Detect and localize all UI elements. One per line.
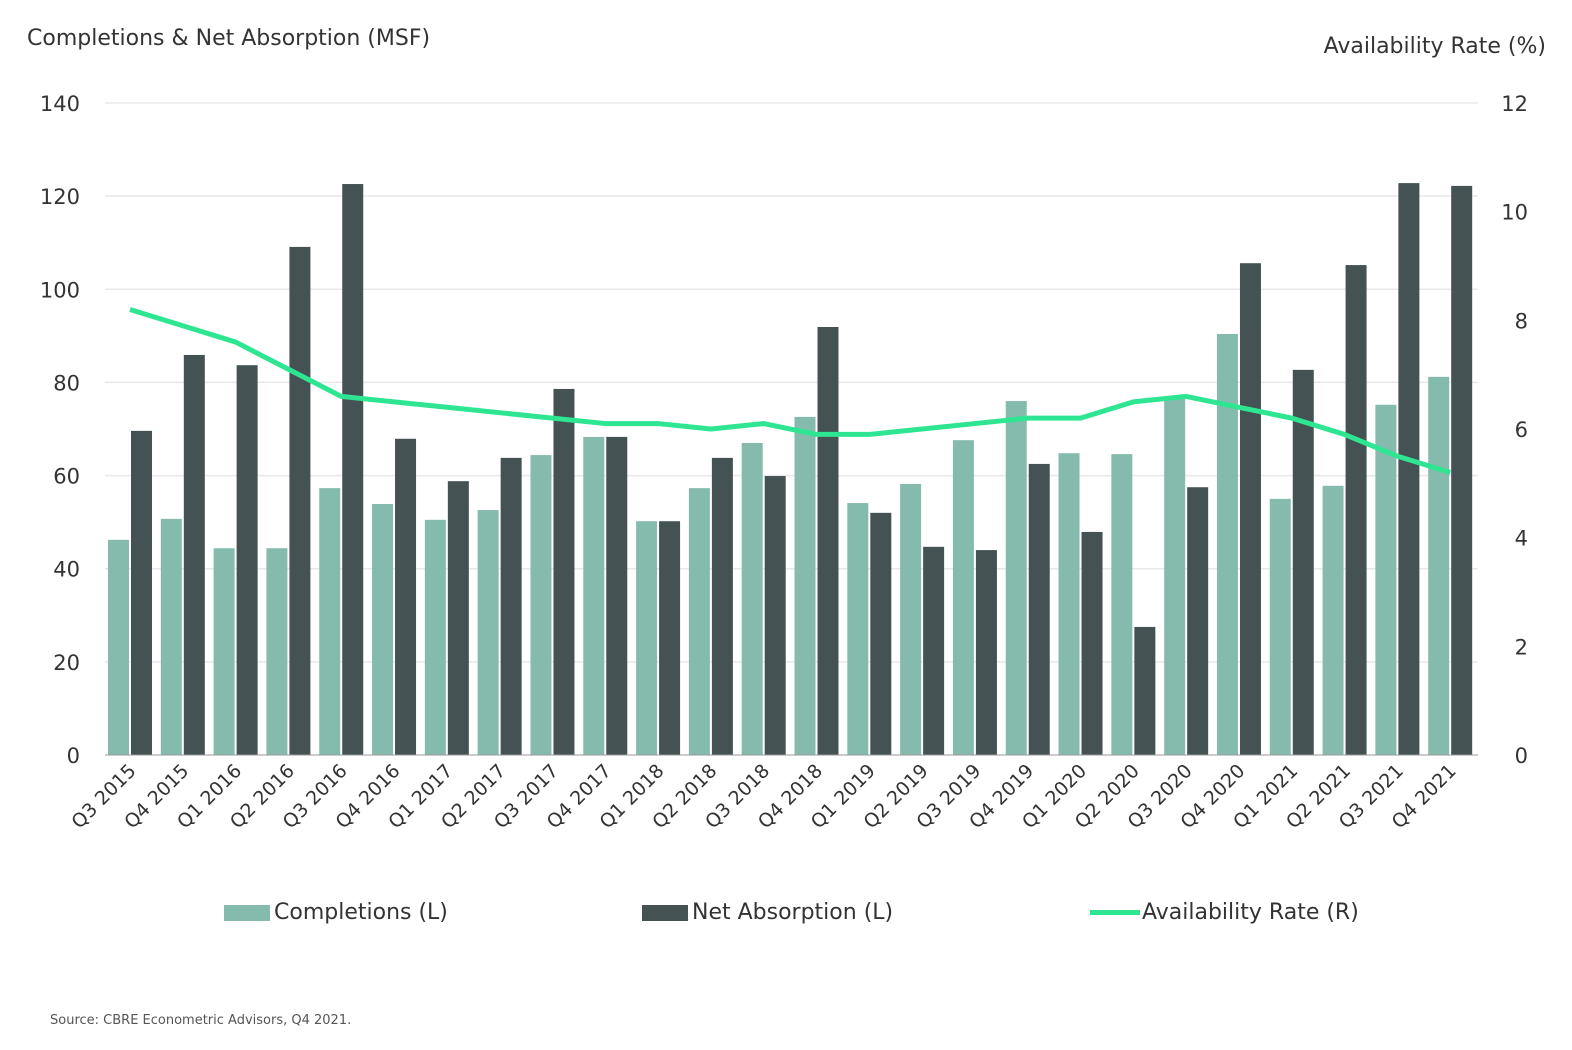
bar-completions bbox=[636, 521, 658, 755]
bar-completions bbox=[1428, 376, 1450, 755]
bar-completions bbox=[741, 442, 763, 755]
bar-net-absorption bbox=[342, 184, 364, 755]
left-tick-label: 20 bbox=[53, 651, 80, 675]
bar-net-absorption bbox=[1239, 263, 1261, 755]
bar-net-absorption bbox=[659, 521, 681, 755]
bar-net-absorption bbox=[131, 430, 152, 755]
bar-net-absorption bbox=[817, 327, 839, 755]
bar-completions bbox=[1005, 401, 1027, 755]
bar-completions bbox=[477, 510, 499, 755]
bar-completions bbox=[688, 488, 710, 755]
right-tick-label: 10 bbox=[1501, 201, 1528, 225]
bar-completions bbox=[1322, 485, 1344, 755]
legend-availability-rate: Availability Rate (R) bbox=[1090, 900, 1359, 925]
legend-swatch-availability-rate bbox=[1090, 910, 1140, 915]
bar-completions bbox=[1375, 404, 1397, 755]
bar-net-absorption bbox=[1451, 185, 1473, 755]
right-axis-title: Availability Rate (%) bbox=[1323, 34, 1546, 59]
bar-net-absorption bbox=[447, 481, 469, 755]
bar-net-absorption bbox=[289, 246, 311, 756]
bar-completions bbox=[319, 488, 341, 755]
right-tick-label: 12 bbox=[1501, 92, 1528, 116]
right-tick-label: 4 bbox=[1515, 527, 1528, 551]
source-note: Source: CBRE Econometric Advisors, Q4 20… bbox=[50, 1013, 352, 1028]
bar-completions bbox=[372, 503, 394, 755]
left-axis-title: Completions & Net Absorption (MSF) bbox=[27, 26, 431, 51]
bar-completions bbox=[530, 455, 552, 755]
bar-net-absorption bbox=[975, 550, 997, 755]
right-tick-label: 8 bbox=[1515, 309, 1528, 333]
bar-completions bbox=[1111, 454, 1133, 755]
left-tick-label: 60 bbox=[53, 465, 80, 489]
bar-completions bbox=[847, 503, 869, 755]
bar-net-absorption bbox=[870, 512, 892, 755]
left-tick-label: 40 bbox=[53, 558, 80, 582]
bar-net-absorption bbox=[1134, 626, 1156, 755]
right-tick-label: 6 bbox=[1515, 418, 1528, 442]
bar-net-absorption bbox=[923, 546, 945, 755]
bar-completions bbox=[213, 548, 235, 755]
bar-net-absorption bbox=[500, 457, 522, 755]
right-tick-label: 2 bbox=[1515, 635, 1528, 659]
bar-completions bbox=[1058, 453, 1080, 755]
bar-net-absorption bbox=[1187, 487, 1209, 755]
bar-net-absorption bbox=[395, 438, 417, 755]
bar-net-absorption bbox=[236, 365, 258, 755]
right-tick-label: 0 bbox=[1515, 744, 1528, 768]
legend-label-net-absorption: Net Absorption (L) bbox=[692, 900, 894, 925]
left-tick-label: 100 bbox=[40, 278, 80, 302]
legend-label-availability-rate: Availability Rate (R) bbox=[1142, 900, 1359, 925]
bar-net-absorption bbox=[1292, 369, 1314, 755]
bar-net-absorption bbox=[1028, 463, 1050, 755]
bar-completions bbox=[900, 483, 922, 755]
left-tick-label: 120 bbox=[40, 185, 80, 209]
left-tick-label: 140 bbox=[40, 92, 80, 116]
legend-completions: Completions (L) bbox=[224, 900, 448, 925]
bar-net-absorption bbox=[1345, 265, 1367, 755]
bar-completions bbox=[952, 440, 974, 755]
bar-completions bbox=[583, 436, 605, 755]
bar-net-absorption bbox=[553, 388, 575, 755]
bar-completions bbox=[1164, 398, 1186, 755]
bar-completions bbox=[794, 416, 816, 755]
bar-completions bbox=[160, 518, 182, 755]
bar-net-absorption bbox=[183, 354, 205, 755]
bar-net-absorption bbox=[1081, 531, 1103, 755]
bar-net-absorption bbox=[1398, 183, 1420, 756]
bar-net-absorption bbox=[606, 436, 628, 755]
legend-label-completions: Completions (L) bbox=[274, 900, 448, 925]
bar-net-absorption bbox=[764, 476, 786, 755]
legend-swatch-completions bbox=[224, 904, 270, 921]
bar-net-absorption bbox=[711, 457, 733, 755]
bar-completions bbox=[424, 519, 446, 755]
bar-completions bbox=[1269, 498, 1291, 755]
bar-completions bbox=[1216, 333, 1238, 755]
left-tick-label: 0 bbox=[67, 744, 80, 768]
bar-completions bbox=[108, 539, 129, 755]
bar-completions bbox=[266, 548, 288, 755]
legend-net-absorption: Net Absorption (L) bbox=[642, 900, 893, 925]
legend-swatch-net-absorption bbox=[642, 904, 688, 921]
line-availability-rate bbox=[129, 307, 1451, 475]
left-tick-label: 80 bbox=[53, 371, 80, 395]
